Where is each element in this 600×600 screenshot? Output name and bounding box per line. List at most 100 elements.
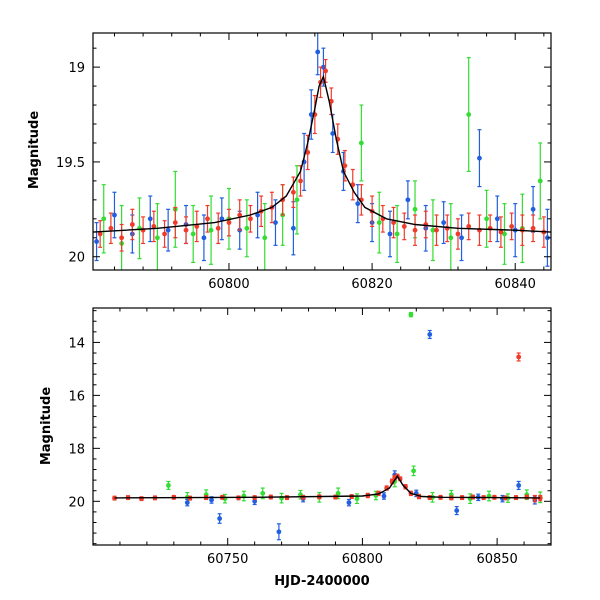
top-green-point bbox=[502, 231, 507, 237]
bottom-red-point bbox=[112, 495, 117, 501]
top-red-point bbox=[342, 163, 348, 169]
top-blue-point bbox=[321, 64, 326, 70]
top-green-point bbox=[537, 178, 543, 184]
top-red-point bbox=[498, 229, 504, 235]
top-blue-point bbox=[330, 131, 336, 136]
bottom-x-axis-title: HJD-2400000 bbox=[274, 574, 369, 589]
top-blue-point bbox=[255, 212, 260, 218]
top-x-tick-label: 60840 bbox=[495, 277, 536, 292]
bottom-blue-point bbox=[184, 500, 190, 506]
top-x-tick-label: 60820 bbox=[351, 277, 392, 292]
top-model-curve bbox=[93, 74, 551, 233]
bottom-y-axis-title: Magnitude bbox=[39, 387, 54, 466]
top-blue-point bbox=[308, 112, 314, 117]
top-blue-point bbox=[355, 201, 361, 207]
top-red-point bbox=[466, 223, 472, 229]
top-y-axis-title: Magnitude bbox=[27, 111, 42, 190]
top-blue-point bbox=[530, 206, 536, 212]
top-red-point bbox=[412, 227, 418, 233]
top-frame bbox=[92, 32, 552, 271]
top-blue-point bbox=[545, 235, 550, 241]
top-red-point bbox=[305, 150, 311, 155]
bottom-blue-point bbox=[346, 500, 352, 506]
top-blue-point bbox=[147, 216, 153, 222]
bottom-blue-outlier-point bbox=[217, 516, 223, 521]
bottom-panel-light-curve-full: 60750 60800 60850 14 16 18 20 Magnitude HJD-24… bbox=[39, 307, 552, 589]
bottom-green-point bbox=[260, 490, 266, 496]
top-blue-point bbox=[273, 220, 278, 226]
bottom-model-curve bbox=[114, 474, 541, 499]
bottom-y-tick-label: 16 bbox=[68, 389, 85, 404]
top-green-point bbox=[155, 235, 160, 241]
bottom-series-green bbox=[166, 311, 543, 505]
top-red-point bbox=[215, 225, 221, 231]
bottom-red-point bbox=[427, 495, 433, 500]
bottom-plot-area bbox=[112, 311, 543, 541]
top-blue-point bbox=[387, 231, 393, 237]
bottom-axes: 60750 60800 60850 14 16 18 20 bbox=[68, 307, 552, 567]
top-y-tick-label: 19.5 bbox=[56, 156, 85, 171]
top-blue-point bbox=[441, 220, 447, 226]
top-red-point bbox=[108, 225, 114, 231]
top-green-point bbox=[376, 220, 382, 226]
top-red-point bbox=[509, 223, 515, 229]
top-blue-point bbox=[112, 212, 117, 218]
top-blue-point bbox=[494, 216, 500, 222]
top-green-point bbox=[358, 140, 364, 146]
top-blue-point bbox=[315, 49, 321, 55]
bottom-clipped-marks bbox=[112, 311, 543, 541]
top-red-point bbox=[162, 231, 167, 237]
bottom-y-tick-label: 14 bbox=[68, 336, 85, 351]
top-red-point bbox=[455, 231, 461, 237]
top-red-point bbox=[226, 220, 232, 226]
bottom-red-point bbox=[333, 494, 338, 500]
top-blue-point bbox=[290, 225, 296, 231]
bottom-x-tick-label: 60850 bbox=[476, 552, 517, 567]
bottom-blue-point bbox=[381, 493, 387, 499]
bottom-blue-outlier-point bbox=[276, 529, 282, 535]
top-red-point bbox=[434, 227, 439, 233]
top-red-point bbox=[172, 220, 178, 226]
bottom-y-tick-label: 18 bbox=[68, 442, 85, 457]
bottom-red-point bbox=[532, 496, 538, 502]
top-axes: 60800 60820 60840 19 19.5 20 bbox=[56, 32, 552, 292]
top-red-point bbox=[290, 189, 296, 195]
top-blue-point bbox=[94, 239, 99, 244]
top-red-point bbox=[401, 223, 407, 229]
top-red-point bbox=[205, 216, 210, 222]
top-green-point bbox=[412, 206, 418, 212]
top-red-point bbox=[97, 231, 103, 237]
top-green-point bbox=[484, 216, 489, 222]
bottom-series-red bbox=[112, 352, 543, 503]
top-blue-point bbox=[477, 155, 482, 161]
bottom-green-outlier-point bbox=[408, 312, 414, 318]
top-green-point bbox=[190, 231, 196, 237]
top-red-point bbox=[129, 222, 135, 227]
top-red-point bbox=[323, 68, 328, 74]
top-red-point bbox=[530, 225, 536, 231]
bottom-x-tick-label: 60750 bbox=[207, 552, 248, 567]
top-series-green bbox=[101, 57, 543, 270]
top-green-point bbox=[244, 225, 250, 231]
top-panel-light-curve-zoom: 60800 60820 60840 19 19.5 20 Magnitude bbox=[27, 32, 552, 292]
top-y-tick-label: 19 bbox=[68, 61, 85, 76]
bottom-series-blue bbox=[184, 329, 538, 541]
bottom-blue-point bbox=[209, 497, 214, 503]
bottom-green-point bbox=[411, 468, 416, 474]
bottom-blue-point bbox=[252, 498, 258, 504]
bottom-green-point bbox=[354, 496, 360, 502]
top-y-tick-label: 20 bbox=[68, 251, 85, 266]
top-green-point bbox=[101, 216, 107, 222]
top-blue-point bbox=[459, 235, 464, 241]
top-red-point bbox=[248, 216, 253, 222]
top-red-point bbox=[298, 178, 303, 184]
top-green-point bbox=[394, 231, 400, 237]
top-blue-point bbox=[405, 197, 411, 203]
top-green-point bbox=[262, 235, 268, 241]
top-red-point bbox=[391, 220, 396, 226]
bottom-red-point bbox=[537, 495, 543, 501]
top-series-red bbox=[97, 58, 547, 252]
bottom-x-tick-label: 60800 bbox=[342, 552, 383, 567]
top-red-point bbox=[119, 235, 125, 241]
